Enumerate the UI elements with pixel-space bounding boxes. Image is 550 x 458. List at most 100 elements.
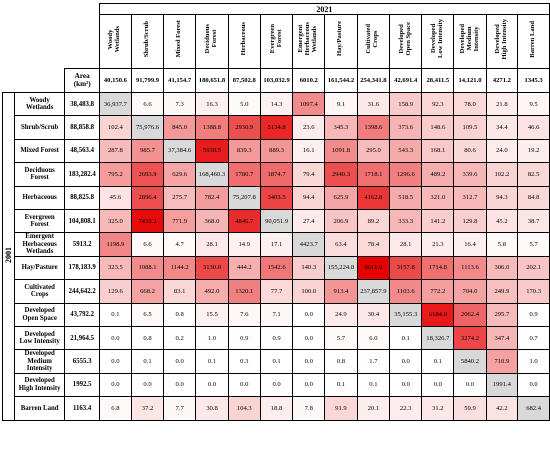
matrix-row-shrub-scrub: Shrub/Scrub 88,858.8 102.4 75,976.6 845.0 138… bbox=[3, 115, 550, 140]
col-header-text: Developed Low Intensity bbox=[429, 19, 444, 59]
matrix-cell: 629.6 bbox=[163, 162, 197, 187]
matrix-cell: 0.3 bbox=[227, 349, 261, 374]
col-header-text: Evergreen Forest bbox=[268, 24, 283, 54]
land-cover-transition-matrix: 2021 Woody Wetlands Shrub/Scrub Mixed Fore… bbox=[2, 3, 550, 421]
matrix-cell: 333.3 bbox=[389, 208, 423, 234]
matrix-cell: 46.6 bbox=[517, 115, 550, 140]
matrix-cell: 28.1 bbox=[195, 232, 229, 257]
col-header-shrub-scrub: Shrub/Scrub bbox=[130, 14, 165, 69]
matrix-cell: 63.4 bbox=[324, 232, 358, 257]
matrix-cell: 1718.1 bbox=[356, 162, 391, 187]
col-header-herbaceous: Herbaceous bbox=[227, 14, 261, 69]
matrix-cell: 2062.4 bbox=[453, 302, 487, 327]
matrix-cell: 24.0 bbox=[485, 138, 519, 164]
row-header-developed-open-space: Developed Open Space bbox=[13, 302, 66, 327]
matrix-cell: 325.0 bbox=[98, 208, 132, 234]
matrix-cell: 3130.0 bbox=[195, 255, 229, 281]
matrix-cell: 18.8 bbox=[259, 396, 294, 421]
area-2001-woody-wetlands: 38,483.8 bbox=[64, 91, 100, 117]
area-2021-developed-medium-intensity: 14,121.0 bbox=[453, 68, 487, 93]
matrix-cell: 6.0 bbox=[356, 325, 391, 351]
matrix-cell: 9.5 bbox=[517, 91, 550, 117]
matrix-cell: 5.8 bbox=[485, 232, 519, 257]
area-2001-deciduous-forest: 183,282.4 bbox=[64, 162, 100, 187]
matrix-row-mixed-forest: Mixed Forest 48,563.4 287.8 985.7 37,384.6 59… bbox=[3, 138, 550, 164]
matrix-cell: 2930.9 bbox=[227, 115, 261, 140]
area-2001-mixed-forest: 48,563.4 bbox=[64, 138, 100, 164]
matrix-cell: 7.3 bbox=[163, 91, 197, 117]
matrix-cell: 339.6 bbox=[453, 162, 487, 187]
matrix-cell: 0.0 bbox=[98, 349, 132, 374]
matrix-cell: 1296.6 bbox=[389, 162, 423, 187]
matrix-cell: 7433.2 bbox=[130, 208, 165, 234]
column-header-row: Woody Wetlands Shrub/Scrub Mixed Forest Dec… bbox=[3, 14, 550, 69]
area-2021-developed-open-space: 42,691.4 bbox=[389, 68, 423, 93]
matrix-cell: 287.8 bbox=[98, 138, 132, 164]
col-header-developed-high-intensity: Developed High Intensity bbox=[485, 14, 519, 69]
matrix-cell: 2940.3 bbox=[324, 162, 358, 187]
matrix-cell: 913.4 bbox=[324, 279, 358, 304]
matrix-cell: 295.7 bbox=[485, 302, 519, 327]
matrix-cell: 1542.6 bbox=[259, 255, 294, 281]
matrix-cell: 1398.6 bbox=[356, 115, 391, 140]
col-header-text: Developed Open Space bbox=[397, 22, 412, 56]
matrix-cell: 682.4 bbox=[517, 396, 550, 421]
matrix-cell: 79.4 bbox=[292, 162, 326, 187]
matrix-cell: 0.1 bbox=[421, 349, 455, 374]
matrix-cell: 845.0 bbox=[163, 115, 197, 140]
matrix-cell: 94.3 bbox=[485, 185, 519, 210]
matrix-cell: 109.5 bbox=[453, 115, 487, 140]
matrix-cell: 1088.1 bbox=[130, 255, 165, 281]
matrix-cell: 5.7 bbox=[324, 325, 358, 351]
matrix-cell: 170.3 bbox=[517, 279, 550, 304]
matrix-cell: 90,051.9 bbox=[259, 208, 294, 234]
matrix-cell: 0.0 bbox=[421, 372, 455, 398]
matrix-row-hay-pasture: Hay/Pasture 178,183.9 323.5 1088.1 1144.2 313… bbox=[3, 255, 550, 281]
matrix-cell: 0.1 bbox=[130, 349, 165, 374]
matrix-cell: 75,976.6 bbox=[130, 115, 165, 140]
matrix-cell: 30.8 bbox=[195, 396, 229, 421]
matrix-cell: 7.6 bbox=[227, 302, 261, 327]
matrix-cell: 102.4 bbox=[98, 115, 132, 140]
col-header-text: Herbaceous bbox=[239, 22, 247, 56]
matrix-cell: 625.9 bbox=[324, 185, 358, 210]
matrix-cell: 16.4 bbox=[453, 232, 487, 257]
matrix-cell: 0.0 bbox=[389, 372, 423, 398]
matrix-cell: 4423.7 bbox=[292, 232, 326, 257]
matrix-cell: 5.7 bbox=[517, 232, 550, 257]
row-header-cultivated-crops: Cultivated Crops bbox=[13, 279, 66, 304]
matrix-cell: 345.3 bbox=[324, 115, 358, 140]
matrix-cell: 1320.1 bbox=[227, 279, 261, 304]
matrix-cell: 772.2 bbox=[421, 279, 455, 304]
matrix-cell: 16.3 bbox=[195, 91, 229, 117]
matrix-cell: 704.0 bbox=[453, 279, 487, 304]
matrix-cell: 1113.6 bbox=[453, 255, 487, 281]
col-header-evergreen-forest: Evergreen Forest bbox=[259, 14, 294, 69]
matrix-row-emergent-herbaceous-wetlands: Emergent Herbaceous Wetlands 5913.2 1198.9… bbox=[3, 232, 550, 257]
col-header-hay-pasture: Hay/Pasture bbox=[324, 14, 358, 69]
matrix-cell: 206.9 bbox=[324, 208, 358, 234]
matrix-cell: 710.9 bbox=[485, 349, 519, 374]
area-2021-hay-pasture: 161,544.2 bbox=[324, 68, 358, 93]
matrix-cell: 492.0 bbox=[195, 279, 229, 304]
corner-blank bbox=[3, 4, 100, 15]
area-2001-cultivated-crops: 244,642.2 bbox=[64, 279, 100, 304]
matrix-cell: 8611.9 bbox=[356, 255, 391, 281]
col-header-developed-medium-intensity: Developed Medium Intensity bbox=[453, 14, 487, 69]
area-label: Area (km²) bbox=[64, 68, 100, 93]
matrix-cell: 78.4 bbox=[356, 232, 391, 257]
matrix-cell: 77.7 bbox=[259, 279, 294, 304]
matrix-cell: 84.8 bbox=[517, 185, 550, 210]
area-row: Area (km²) 40,150.6 91,799.9 41,154.7 180,65… bbox=[3, 68, 550, 93]
row-header-developed-medium-intensity: Developed Medium Intensity bbox=[13, 349, 66, 374]
matrix-cell: 37.2 bbox=[130, 396, 165, 421]
area-2001-emergent-herbaceous-wetlands: 5913.2 bbox=[64, 232, 100, 257]
matrix-cell: 0.0 bbox=[292, 372, 326, 398]
matrix-cell: 444.2 bbox=[227, 255, 261, 281]
matrix-cell: 0.8 bbox=[163, 302, 197, 327]
area-2021-evergreen-forest: 103,032.9 bbox=[259, 68, 294, 93]
matrix-row-developed-medium-intensity: Developed Medium Intensity 6555.3 0.0 0.1 0.… bbox=[3, 349, 550, 374]
matrix-cell: 16.1 bbox=[292, 138, 326, 164]
matrix-cell: 489.2 bbox=[421, 162, 455, 187]
matrix-cell: 23.6 bbox=[292, 115, 326, 140]
